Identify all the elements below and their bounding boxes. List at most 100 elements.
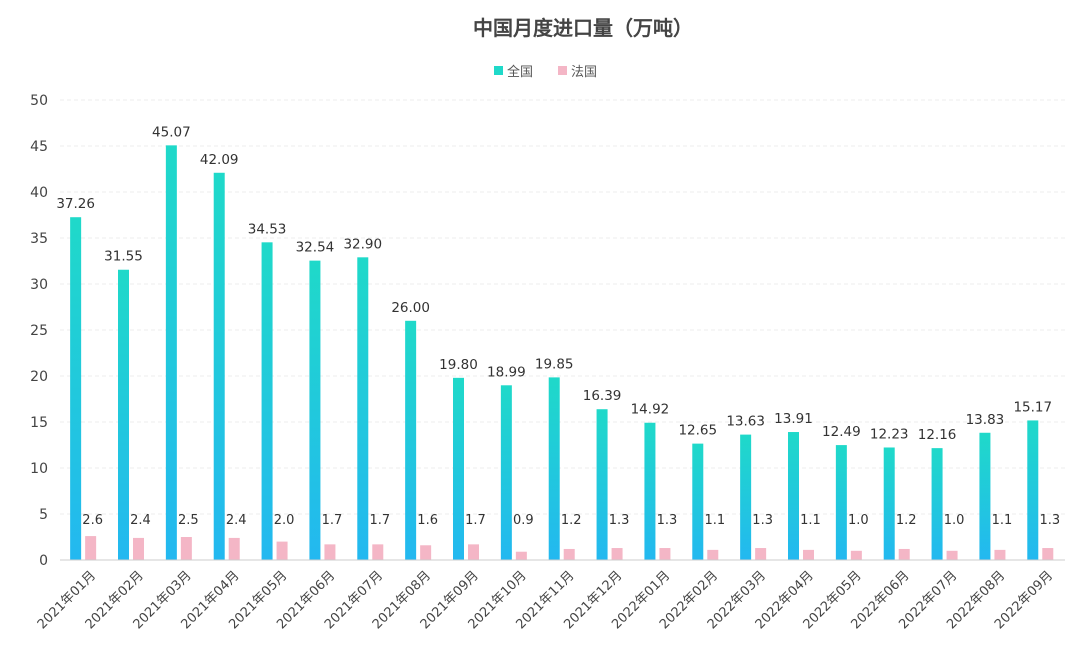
data-label-series-1: 1.3 xyxy=(1039,513,1060,528)
bar-series-1[interactable] xyxy=(133,537,144,560)
bar-series-0[interactable] xyxy=(644,422,656,560)
y-tick-label: 25 xyxy=(30,323,48,339)
bar-series-1[interactable] xyxy=(994,549,1006,560)
bar-series-0[interactable] xyxy=(405,320,417,560)
bar-series-1[interactable] xyxy=(468,544,479,560)
bar-series-0[interactable] xyxy=(500,385,512,560)
data-label-series-0: 13.91 xyxy=(774,411,813,427)
data-label-series-0: 19.80 xyxy=(439,357,478,373)
data-label-series-0: 12.65 xyxy=(678,423,717,439)
data-label-series-0: 18.99 xyxy=(487,364,526,380)
bar-series-1[interactable] xyxy=(85,536,97,560)
data-label-series-0: 14.92 xyxy=(631,402,670,418)
legend-label-series-1: 法国 xyxy=(571,65,597,80)
data-label-series-1: 0.9 xyxy=(513,513,534,528)
bar-series-1[interactable] xyxy=(611,548,623,560)
data-label-series-1: 2.6 xyxy=(82,513,103,528)
data-label-series-0: 45.07 xyxy=(152,124,191,140)
legend-swatch-series-1 xyxy=(558,66,567,75)
data-label-series-0: 13.83 xyxy=(966,412,1005,428)
data-label-series-1: 1.1 xyxy=(800,513,821,528)
data-label-series-1: 2.4 xyxy=(226,513,247,528)
bar-series-1[interactable] xyxy=(324,544,336,560)
y-tick-label: 30 xyxy=(30,277,48,293)
data-label-series-1: 1.0 xyxy=(848,513,869,528)
bar-series-1[interactable] xyxy=(420,545,432,560)
data-label-series-1: 2.0 xyxy=(274,513,295,528)
bar-series-0[interactable] xyxy=(165,145,177,560)
data-label-series-0: 31.55 xyxy=(104,249,143,265)
data-label-series-1: 1.2 xyxy=(896,513,917,528)
bar-series-0[interactable] xyxy=(979,432,991,560)
bar-series-1[interactable] xyxy=(1042,548,1054,560)
bar-series-0[interactable] xyxy=(692,443,704,560)
data-label-series-1: 2.5 xyxy=(178,513,199,528)
y-tick-label: 35 xyxy=(30,231,48,247)
data-label-series-1: 1.3 xyxy=(609,513,630,528)
data-label-series-1: 1.0 xyxy=(944,513,965,528)
bar-series-0[interactable] xyxy=(931,448,943,560)
bar-series-1[interactable] xyxy=(515,551,527,560)
data-label-series-1: 1.1 xyxy=(992,513,1013,528)
data-label-series-0: 42.09 xyxy=(200,152,239,168)
data-label-series-1: 1.1 xyxy=(704,513,725,528)
bar-series-0[interactable] xyxy=(596,409,608,560)
data-label-series-0: 34.53 xyxy=(248,221,287,237)
y-tick-label: 10 xyxy=(30,461,48,477)
data-label-series-1: 1.3 xyxy=(657,513,678,528)
bar-series-1[interactable] xyxy=(755,548,767,560)
bar-series-1[interactable] xyxy=(228,537,240,560)
bar-series-1[interactable] xyxy=(180,537,192,560)
x-axis: 2021年01月2021年02月2021年03月2021年04月2021年05月… xyxy=(35,559,1065,632)
y-axis: 0 5 10 15 20 25 30 35 40 45 50 xyxy=(30,93,48,569)
bar-series-1[interactable] xyxy=(372,544,384,560)
bar-series-0[interactable] xyxy=(788,432,799,560)
data-label-series-1: 1.2 xyxy=(561,513,582,528)
bars: 37.26 2.6 31.55 2.4 45.07 2.5 42.09 2.4 34.53 2.0… xyxy=(56,124,1060,560)
chart-title: 中国月度进口量（万吨） xyxy=(473,16,693,40)
data-label-series-1: 1.7 xyxy=(465,513,486,528)
bar-series-1[interactable] xyxy=(276,541,288,560)
bar-series-0[interactable] xyxy=(883,447,895,560)
bar-series-1[interactable] xyxy=(803,549,814,560)
data-label-series-0: 32.90 xyxy=(343,236,382,252)
bar-series-1[interactable] xyxy=(898,548,910,560)
data-label-series-0: 32.54 xyxy=(296,240,335,256)
data-label-series-0: 12.16 xyxy=(918,427,957,443)
bar-series-0[interactable] xyxy=(213,172,225,560)
bar-series-1[interactable] xyxy=(563,548,575,560)
bar-series-0[interactable] xyxy=(357,257,369,560)
bar-series-0[interactable] xyxy=(1027,420,1039,560)
y-tick-label: 15 xyxy=(30,415,48,431)
y-tick-label: 20 xyxy=(30,369,48,385)
bar-series-0[interactable] xyxy=(453,377,464,560)
data-label-series-1: 2.4 xyxy=(130,513,151,528)
bar-series-0[interactable] xyxy=(118,269,129,560)
bar-series-0[interactable] xyxy=(548,377,560,560)
legend-label-series-0: 全国 xyxy=(507,64,533,80)
y-tick-label: 50 xyxy=(30,93,48,109)
y-tick-label: 5 xyxy=(39,507,48,523)
bar-series-0[interactable] xyxy=(740,434,752,560)
data-label-series-0: 15.17 xyxy=(1013,399,1052,415)
data-label-series-1: 1.6 xyxy=(417,513,438,528)
data-label-series-0: 37.26 xyxy=(56,196,95,212)
bar-series-1[interactable] xyxy=(707,549,719,560)
y-tick-label: 45 xyxy=(30,139,48,155)
bar-series-0[interactable] xyxy=(835,445,847,560)
bar-series-0[interactable] xyxy=(309,260,321,560)
bar-series-1[interactable] xyxy=(659,548,671,560)
data-label-series-0: 12.23 xyxy=(870,426,909,442)
y-tick-label: 0 xyxy=(39,553,48,569)
bar-series-0[interactable] xyxy=(70,217,82,560)
data-label-series-0: 12.49 xyxy=(822,424,861,440)
data-label-series-1: 1.7 xyxy=(322,513,343,528)
bar-series-1[interactable] xyxy=(850,550,862,560)
data-label-series-0: 19.85 xyxy=(535,356,574,372)
bar-series-0[interactable] xyxy=(261,242,273,560)
bar-series-1[interactable] xyxy=(946,550,958,560)
legend-swatch-series-0 xyxy=(494,66,503,75)
data-label-series-1: 1.3 xyxy=(752,513,773,528)
legend[interactable]: 全国 法国 xyxy=(494,64,597,80)
